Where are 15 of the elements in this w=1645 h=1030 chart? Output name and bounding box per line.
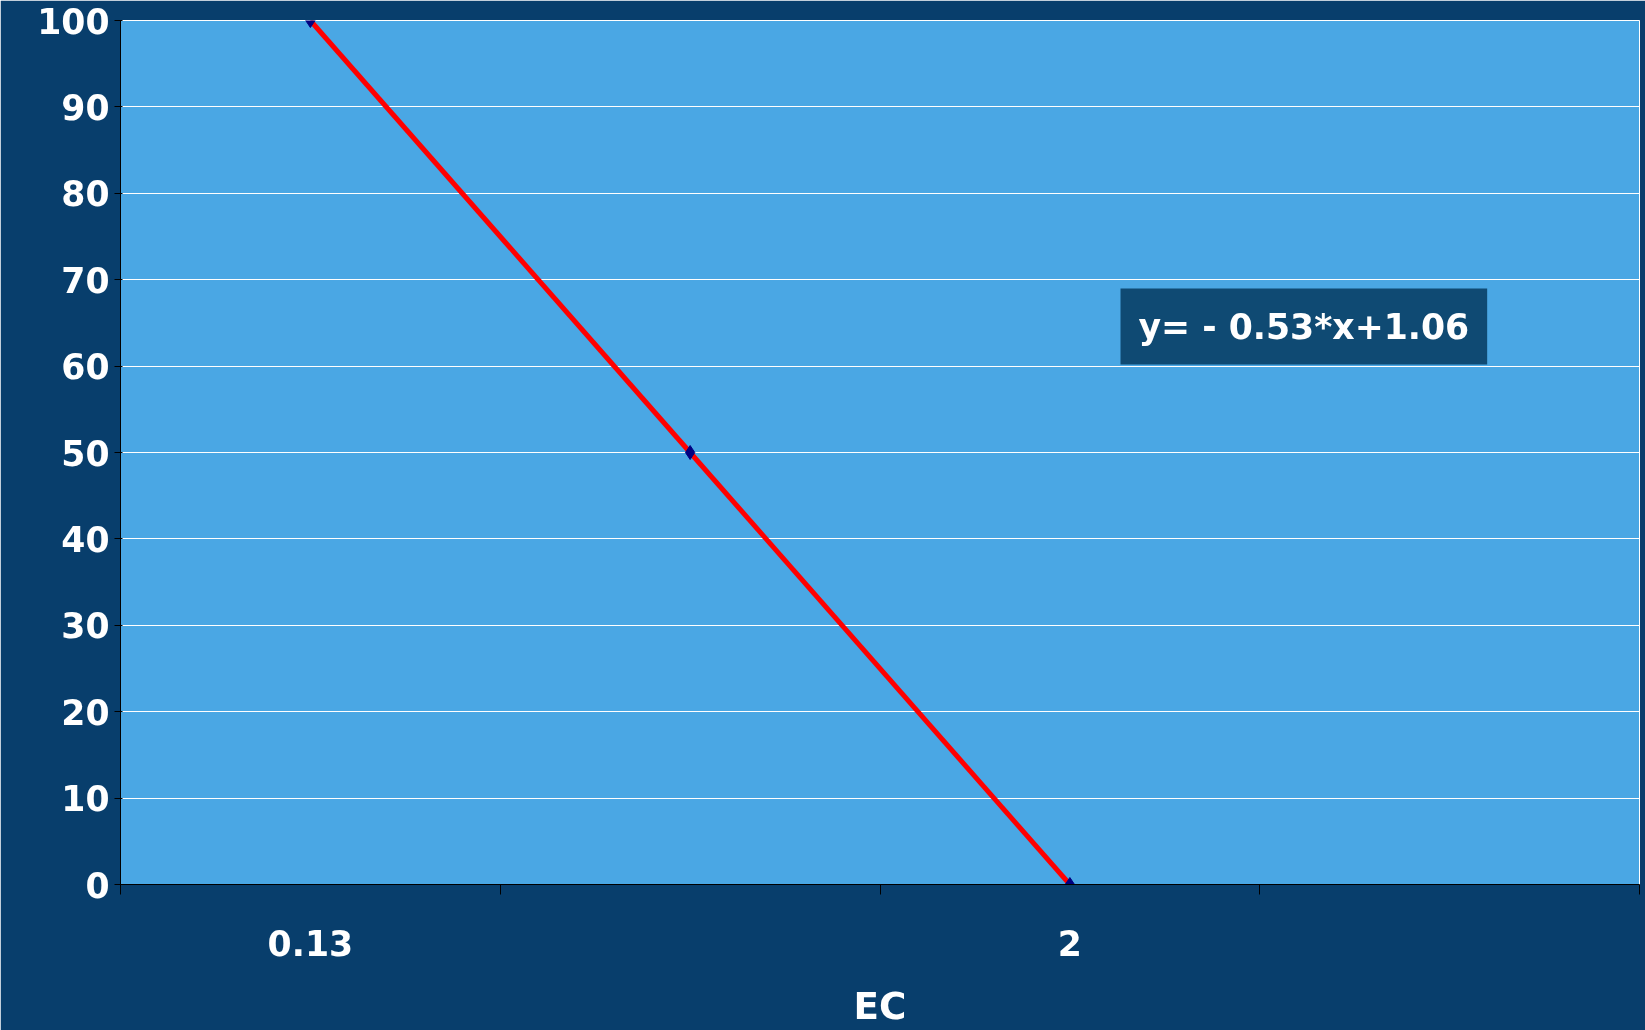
y-tick-label: 20 xyxy=(61,692,110,733)
y-tick-label: 0 xyxy=(85,865,110,906)
annotation: y= - 0.53*x+1.06 xyxy=(1138,306,1470,347)
y-tick-label: 60 xyxy=(61,347,110,388)
x-tick-label: 0.13 xyxy=(267,923,354,964)
y-tick-label: 80 xyxy=(61,174,110,215)
x-tick-label: 2 xyxy=(1057,923,1082,964)
y-tick-label: 90 xyxy=(61,87,110,128)
y-tick-label: 30 xyxy=(61,606,110,647)
y-tick-label: 10 xyxy=(61,779,110,820)
y-tick-label: 50 xyxy=(61,433,110,474)
x-axis-title: EC xyxy=(853,983,907,1028)
y-tick-label: 100 xyxy=(37,1,110,42)
y-tick-label: 40 xyxy=(61,519,110,560)
y-tick-label: 70 xyxy=(61,260,110,301)
